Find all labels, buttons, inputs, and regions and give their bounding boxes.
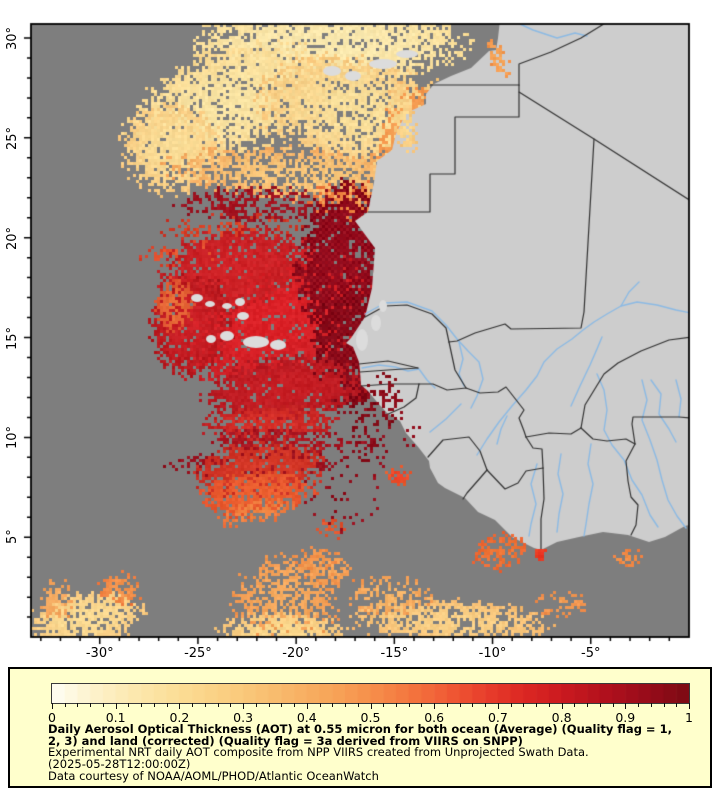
- colorbar-tick: [434, 703, 436, 709]
- x-tick-label: -20°: [282, 646, 310, 661]
- colorbar-tick: [115, 703, 117, 709]
- colorbar-tick-label: 0.4: [296, 710, 317, 725]
- colorbar-tick: [408, 703, 410, 707]
- colorbar-tick: [102, 703, 104, 707]
- colorbar-tick: [421, 703, 423, 707]
- colorbar-tick: [612, 703, 614, 707]
- colorbar-tick: [536, 703, 538, 707]
- y-tick-label: 20°: [5, 226, 20, 250]
- colorbar-tick: [459, 703, 461, 707]
- colorbar-tick: [663, 703, 665, 707]
- colorbar-tick: [357, 703, 359, 707]
- colorbar-tick: [179, 703, 181, 709]
- colorbar-tick: [650, 703, 652, 707]
- legend-panel: 0 0.1 0.2 0.3 0.4 0.5 0.6 0.7 0.8 0.9 1 Daily Aero…: [8, 667, 712, 788]
- colorbar-tick: [370, 703, 372, 709]
- colorbar-tick: [166, 703, 168, 707]
- colorbar-tick: [485, 703, 487, 707]
- legend-text-block: Daily Aerosol Optical Thickness (AOT) at…: [48, 722, 688, 783]
- colorbar-tick-label: 0: [48, 710, 56, 725]
- colorbar-tick-label: 0.3: [233, 710, 254, 725]
- colorbar-tick: [497, 703, 499, 709]
- colorbar-tick: [332, 703, 334, 707]
- colorbar-tick-label: 0.5: [360, 710, 381, 725]
- colorbar-tick: [281, 703, 283, 707]
- colorbar-tick-label: 0.2: [169, 710, 190, 725]
- y-tick-label: 10°: [5, 425, 20, 449]
- x-tick-label: -15°: [380, 646, 409, 661]
- colorbar-tick: [268, 703, 270, 707]
- legend-subtitle: Experimental NRT daily AOT composite fro…: [48, 745, 589, 760]
- colorbar-tick: [395, 703, 397, 707]
- legend-timestamp: (2025-05-28T12:00:00Z): [48, 757, 191, 772]
- colorbar-tick: [676, 703, 678, 707]
- colorbar-tick: [294, 703, 296, 707]
- colorbar-tick: [345, 703, 347, 707]
- colorbar-tick: [90, 703, 92, 707]
- colorbar-tick: [574, 703, 576, 707]
- colorbar-tick: [77, 703, 79, 707]
- legend-title-line1: Daily Aerosol Optical Thickness (AOT) at…: [48, 722, 672, 736]
- colorbar: [51, 683, 690, 704]
- y-tick-label: 15°: [5, 326, 20, 350]
- x-tick-label: -25°: [184, 646, 212, 661]
- colorbar-tick: [472, 703, 474, 707]
- colorbar-tick: [689, 703, 690, 709]
- legend-credit: Data courtesy of NOAA/AOML/PHOD/Atlantic…: [48, 768, 379, 783]
- colorbar-tick: [510, 703, 512, 707]
- legend-title-line2: 2, 3) and land (corrected) (Quality flag…: [48, 733, 523, 748]
- colorbar-tick: [230, 703, 232, 707]
- colorbar-tick: [319, 703, 321, 707]
- colorbar-tick-label: 0.9: [615, 710, 636, 725]
- colorbar-tick: [255, 703, 257, 707]
- colorbar-tick: [638, 703, 640, 707]
- colorbar-tick: [52, 703, 53, 709]
- y-tick-label: 5°: [5, 529, 20, 545]
- x-tick-label: -5°: [581, 646, 601, 661]
- colorbar-tick: [204, 703, 206, 707]
- aot-map-canvas: [0, 0, 720, 660]
- x-tick-label: -30°: [85, 646, 114, 661]
- colorbar-tick: [561, 703, 563, 709]
- colorbar-tick: [141, 703, 143, 707]
- colorbar-tick: [306, 703, 308, 709]
- colorbar-tick-label: 0.6: [424, 710, 445, 725]
- colorbar-tick-label: 0.1: [105, 710, 126, 725]
- colorbar-tick: [548, 703, 550, 707]
- colorbar-tick: [243, 703, 245, 709]
- colorbar-tick: [64, 703, 66, 707]
- colorbar-tick: [599, 703, 601, 707]
- colorbar-tick: [383, 703, 385, 707]
- colorbar-tick: [192, 703, 194, 707]
- colorbar-tick-label: 0.8: [551, 710, 572, 725]
- colorbar-tick-label: 1: [685, 710, 693, 725]
- colorbar-tick: [217, 703, 219, 707]
- y-tick-label: 30°: [5, 26, 20, 50]
- colorbar-tick-label: 0.7: [487, 710, 508, 725]
- colorbar-tick: [625, 703, 627, 709]
- colorbar-tick: [128, 703, 130, 707]
- x-tick-label: -10°: [478, 646, 507, 661]
- colorbar-tick: [153, 703, 155, 707]
- y-tick-label: 25°: [5, 126, 20, 150]
- colorbar-tick: [587, 703, 589, 707]
- colorbar-tick: [523, 703, 525, 707]
- colorbar-tick: [446, 703, 448, 707]
